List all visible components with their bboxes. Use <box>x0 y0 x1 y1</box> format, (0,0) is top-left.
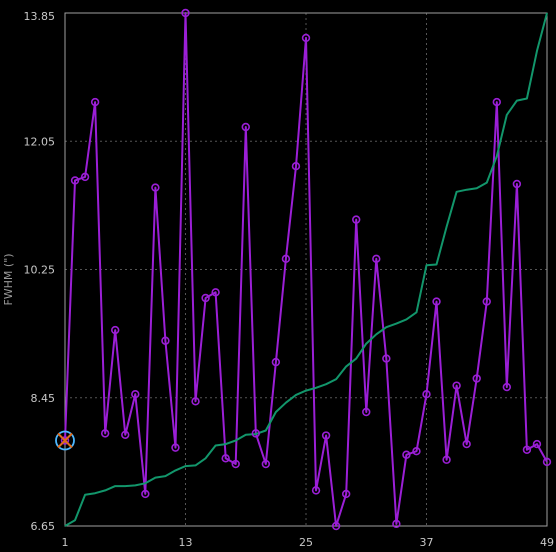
data-point <box>362 407 371 417</box>
data-point <box>251 429 260 438</box>
data-point <box>201 293 210 303</box>
data-point <box>271 357 281 367</box>
y-tick-label: 8.45 <box>31 392 56 405</box>
x-tick-label: 1 <box>62 536 69 549</box>
data-point <box>221 454 230 463</box>
x-tick-label: 37 <box>420 536 434 549</box>
data-point <box>432 297 441 306</box>
data-point <box>502 382 512 392</box>
data-point <box>482 297 491 306</box>
data-point <box>121 430 130 439</box>
data-point <box>352 215 361 224</box>
grid <box>65 13 547 526</box>
data-point <box>522 445 532 454</box>
highlight-cross <box>57 432 73 449</box>
annotation-layer <box>55 430 75 451</box>
data-point <box>321 431 331 440</box>
data-point <box>60 436 70 445</box>
data-point <box>301 33 311 43</box>
data-point <box>151 183 160 192</box>
y-tick-label: 10.25 <box>24 264 56 277</box>
data-point <box>291 161 301 171</box>
data-point <box>80 172 90 182</box>
data-point <box>442 455 451 464</box>
trend-series-line <box>64 12 548 527</box>
data-point <box>542 457 552 467</box>
data-point <box>462 439 471 449</box>
marker-layer <box>60 8 552 531</box>
data-point <box>372 254 381 264</box>
data-point <box>141 489 150 499</box>
data-point <box>382 354 391 363</box>
y-axis-label: FWHM (") <box>2 253 15 305</box>
y-tick-label: 13.85 <box>24 10 56 23</box>
data-point <box>331 521 341 531</box>
x-tick-label: 49 <box>540 536 554 549</box>
data-point <box>341 489 351 499</box>
x-axis-ticks: 1 13 25 37 49 <box>62 536 555 549</box>
data-point <box>402 450 411 459</box>
y-tick-label: 12.05 <box>24 135 56 148</box>
data-point <box>90 97 100 107</box>
data-point <box>191 397 200 406</box>
x-tick-label: 25 <box>299 536 313 549</box>
data-point <box>111 325 120 335</box>
data-point <box>181 8 190 18</box>
data-point <box>512 179 522 189</box>
data-point <box>422 389 431 399</box>
data-point <box>492 97 501 107</box>
data-point <box>161 336 170 345</box>
data-point <box>231 459 240 469</box>
x-tick-label: 13 <box>179 536 193 549</box>
data-point <box>472 374 481 383</box>
data-point <box>311 486 321 495</box>
data-point <box>211 288 220 297</box>
data-point <box>392 519 401 529</box>
data-point <box>452 381 461 390</box>
data-point <box>171 443 180 452</box>
plot-area-border <box>64 12 548 527</box>
y-axis-ticks: 6.65 8.45 10.25 12.05 13.85 <box>24 10 56 533</box>
y-tick-label: 6.65 <box>31 520 56 533</box>
data-point <box>261 459 271 469</box>
data-point <box>532 439 542 449</box>
data-point <box>100 429 110 438</box>
data-point <box>241 122 250 132</box>
highlight-ring <box>55 430 75 451</box>
plot-frame <box>64 12 548 527</box>
series-layer <box>64 12 548 527</box>
data-point <box>412 446 421 456</box>
data-point <box>70 176 80 185</box>
data-point <box>281 254 291 264</box>
data-point <box>131 389 140 399</box>
fwhm-series-line <box>64 12 548 527</box>
